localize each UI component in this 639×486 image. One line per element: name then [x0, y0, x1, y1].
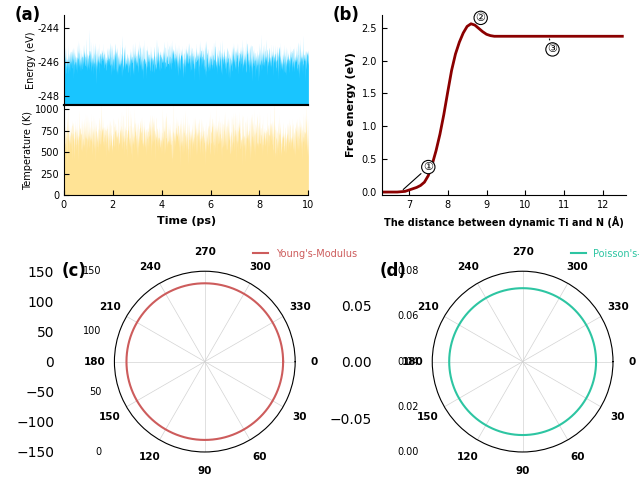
Text: 50: 50: [89, 387, 101, 397]
Text: ②: ②: [475, 13, 486, 23]
Text: ①: ①: [403, 162, 433, 190]
Text: 100: 100: [83, 327, 101, 336]
Text: 0.06: 0.06: [397, 312, 419, 321]
Y-axis label: Temperature (K): Temperature (K): [23, 111, 33, 190]
X-axis label: The distance between dynamic Ti and N (Å): The distance between dynamic Ti and N (Å…: [384, 216, 624, 228]
Legend: Poisson's-Ratio: Poisson's-Ratio: [567, 245, 639, 263]
Text: (d): (d): [380, 262, 407, 280]
Text: 0.02: 0.02: [397, 402, 419, 412]
Legend: Young's-Modulus: Young's-Modulus: [249, 245, 360, 263]
Text: 0.00: 0.00: [397, 447, 419, 457]
Text: (a): (a): [15, 5, 41, 23]
Text: (c): (c): [62, 262, 87, 280]
X-axis label: Time (ps): Time (ps): [157, 216, 216, 226]
Text: 150: 150: [82, 266, 101, 276]
Text: 0.04: 0.04: [397, 357, 419, 366]
Text: ③: ③: [548, 39, 557, 54]
Y-axis label: Free energy (eV): Free energy (eV): [346, 52, 356, 157]
Text: (b): (b): [333, 5, 360, 23]
Text: 0: 0: [95, 447, 101, 457]
Y-axis label: Energy (eV): Energy (eV): [26, 31, 36, 88]
Text: 0.08: 0.08: [397, 266, 419, 276]
